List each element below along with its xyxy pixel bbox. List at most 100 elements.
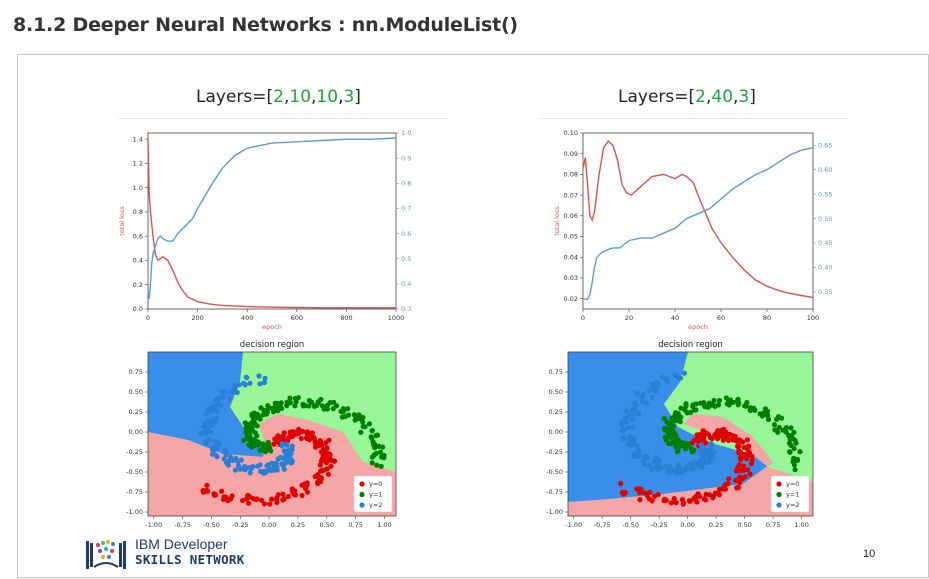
scatter-point-y=1 <box>667 420 673 426</box>
y-tick-label: 0.4 <box>133 257 143 265</box>
x-tick-label: 0.75 <box>348 521 362 529</box>
scatter-point-y=1 <box>735 402 741 408</box>
scatter-point-y=0 <box>328 463 334 469</box>
legend-marker <box>776 502 782 508</box>
scatter-point-y=0 <box>240 497 246 504</box>
x-tick-label: -1.00 <box>565 521 582 529</box>
region-red <box>568 414 813 516</box>
scatter-point-y=1 <box>279 405 285 411</box>
scatter-point-y=1 <box>257 447 263 453</box>
scatter-point-y=2 <box>222 447 228 453</box>
x-tick-label: -0.75 <box>174 521 191 529</box>
y-axis-label: total loss <box>118 206 126 236</box>
scatter-point-y=0 <box>285 493 291 500</box>
scatter-point-y=1 <box>693 407 699 413</box>
y2-tick-label: 0.50 <box>818 215 832 223</box>
scatter-point-y=1 <box>744 399 750 406</box>
scatter-point-y=1 <box>661 425 668 431</box>
scatter-point-y=1 <box>362 424 368 430</box>
scatter-point-y=2 <box>631 436 637 442</box>
scatter-point-y=0 <box>747 471 753 477</box>
x-tick-label: 0 <box>146 314 150 322</box>
scatter-point-y=0 <box>744 437 751 443</box>
scatter-point-y=1 <box>669 425 675 431</box>
scatter-point-y=1 <box>284 403 290 409</box>
scatter-point-y=2 <box>706 448 712 454</box>
scatter-point-y=1 <box>306 397 312 404</box>
scatter-point-y=1 <box>243 425 249 431</box>
scatter-point-y=1 <box>366 421 372 427</box>
scatter-point-y=0 <box>297 428 303 434</box>
scatter-point-y=0 <box>741 467 747 473</box>
scatter-point-y=0 <box>726 476 732 482</box>
y-tick-label: -0.75 <box>546 488 563 496</box>
scatter-point-y=2 <box>275 456 281 462</box>
scatter-point-y=2 <box>650 394 656 400</box>
scatter-point-y=1 <box>324 406 330 412</box>
y-tick-label: -0.75 <box>126 488 143 496</box>
scatter-point-y=1 <box>797 449 803 455</box>
scatter-point-y=0 <box>204 482 210 488</box>
scatter-point-y=0 <box>673 500 679 506</box>
x-tick-label: 0.25 <box>291 521 305 529</box>
scatter-point-y=2 <box>630 424 636 430</box>
scatter-point-y=1 <box>671 433 677 439</box>
scatter-point-y=2 <box>659 374 665 381</box>
scatter-point-y=1 <box>255 439 261 445</box>
scatter-point-y=0 <box>261 501 267 507</box>
scatter-point-y=1 <box>246 421 252 428</box>
scatter-point-y=2 <box>629 411 635 417</box>
x-tick-label: 200 <box>191 314 203 322</box>
scatter-point-y=1 <box>257 416 263 422</box>
scatter-point-y=0 <box>299 492 305 499</box>
y-tick-label: 1.4 <box>133 135 143 143</box>
scatter-point-y=2 <box>709 444 715 450</box>
scatter-point-y=2 <box>620 435 626 441</box>
scatter-point-y=0 <box>267 501 273 507</box>
scatter-point-y=2 <box>675 374 681 381</box>
scatter-point-y=2 <box>705 460 711 466</box>
x-tick-label: -0.25 <box>232 521 249 529</box>
scatter-point-y=2 <box>281 466 287 472</box>
scatter-point-y=1 <box>369 460 375 466</box>
scatter-point-y=2 <box>651 459 657 465</box>
scatter-point-y=0 <box>213 492 219 498</box>
scatter-point-y=1 <box>682 446 689 452</box>
scatter-point-y=2 <box>227 454 234 460</box>
x-tick-label: -1.00 <box>145 521 162 529</box>
scatter-point-y=0 <box>741 463 747 469</box>
scatter-point-y=2 <box>240 380 247 386</box>
scatter-point-y=2 <box>698 442 704 448</box>
scatter-point-y=2 <box>673 466 679 473</box>
y2-tick-label: 0.45 <box>818 239 832 247</box>
scatter-point-y=2 <box>255 463 261 469</box>
plot-frame <box>567 351 814 517</box>
x-tick-label: 0 <box>581 314 585 322</box>
scatter-point-y=1 <box>252 430 258 436</box>
plot-frame <box>582 132 814 310</box>
scatter-point-y=0 <box>304 429 310 435</box>
scatter-point-y=1 <box>787 449 793 455</box>
scatter-point-y=2 <box>208 429 214 435</box>
scatter-point-y=0 <box>744 454 750 460</box>
scatter-point-y=2 <box>667 463 673 469</box>
x-tick-label: 0.75 <box>766 521 780 529</box>
scatter-point-y=1 <box>278 400 284 406</box>
scatter-point-y=1 <box>271 405 277 411</box>
scatter-point-y=1 <box>358 429 364 435</box>
scatter-point-y=1 <box>676 443 682 449</box>
scatter-point-y=1 <box>260 441 266 447</box>
scatter-point-y=2 <box>653 380 659 386</box>
scatter-point-y=0 <box>306 437 312 443</box>
scatter-point-y=1 <box>360 419 366 425</box>
scatter-point-y=2 <box>235 463 242 469</box>
scatter-point-y=0 <box>269 496 275 502</box>
scatter-point-y=1 <box>369 435 375 441</box>
scatter-point-y=2 <box>634 390 640 396</box>
scatter-point-y=0 <box>668 500 674 506</box>
x-tick-label: 0.50 <box>737 521 751 529</box>
scatter-point-y=1 <box>678 414 684 420</box>
scatter-point-y=1 <box>776 424 782 431</box>
scatter-point-y=1 <box>794 457 801 464</box>
y2-tick-label: 0.60 <box>818 166 832 174</box>
